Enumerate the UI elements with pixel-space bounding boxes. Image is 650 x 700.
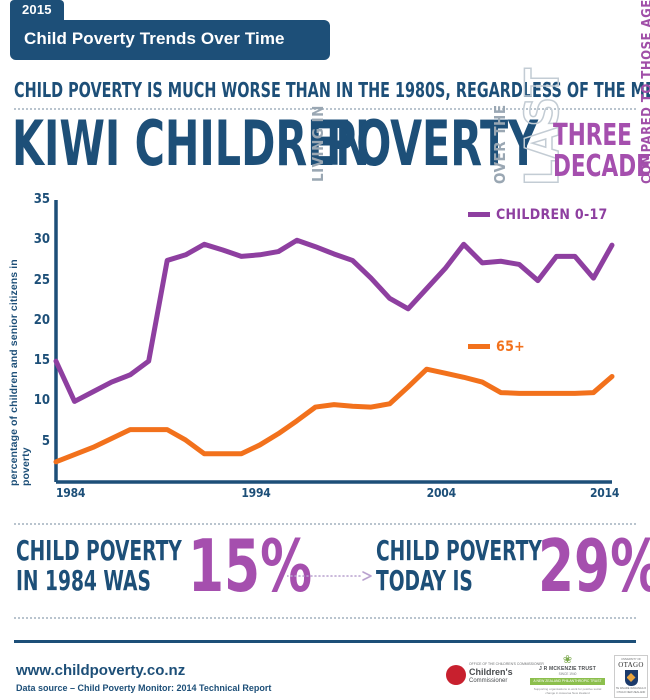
chart-y-tick-20: 20	[33, 312, 50, 328]
stat-left-line2: IN 1984 WAS	[16, 564, 151, 597]
headline-living-in: LIVING IN	[309, 105, 327, 182]
website-link[interactable]: www.childpoverty.co.nz	[16, 662, 186, 679]
stat-right-text: CHILD POVERTY TODAY IS	[376, 536, 600, 596]
jr-mckenzie-trust-logo: ❀ J R MCKENZIE TRUST SINCE 1940 A NEW ZE…	[530, 655, 605, 695]
jr-logo-sub: SINCE 1940	[558, 672, 577, 676]
otago-logo-top: UNIVERSITY OF	[621, 658, 641, 661]
legend-label-65plus: 65+	[496, 338, 525, 355]
legend-item-65plus[interactable]: 65+	[468, 338, 525, 356]
otago-logo-sub: TE WHARE WANANGA O OTAGO NEW ZEALAND	[615, 687, 647, 694]
chart-y-tick-10: 10	[33, 393, 50, 409]
headline-three-decades: THREE DECADES	[553, 120, 650, 182]
headline-decades: DECADES	[553, 149, 650, 184]
legend-item-children[interactable]: CHILDREN 0-17	[468, 206, 608, 224]
chart-y-tick-30: 30	[33, 232, 50, 248]
university-of-otago-logo: UNIVERSITY OF OTAGO TE WHARE WANANGA O O…	[614, 655, 648, 698]
line-chart: percentage of children and senior citize…	[0, 188, 650, 508]
chart-x-tick-2004: 2004	[426, 486, 456, 500]
stat-band: CHILD POVERTY IN 1984 WAS 15% CHILD POVE…	[0, 524, 650, 614]
chart-y-tick-25: 25	[33, 272, 50, 288]
chart-y-tick-15: 15	[33, 353, 50, 369]
headline-kiwi-children: KIWI CHILDREN	[12, 107, 370, 180]
leaf-icon: ❀	[562, 654, 573, 666]
chart-y-tick-5: 5	[41, 433, 50, 449]
page-title: Child Poverty Trends Over Time	[10, 20, 330, 60]
stat-left-value: 15%	[188, 524, 313, 608]
jr-logo-bar: A NEW ZEALAND PHILANTHROPIC TRUST	[530, 678, 605, 685]
legend-label-children: CHILDREN 0-17	[496, 206, 608, 223]
data-source-note: Data source – Child Poverty Monitor: 201…	[16, 683, 272, 693]
stat-right-line2: TODAY IS	[376, 564, 473, 597]
chart-x-tick-1984: 1984	[56, 486, 86, 500]
divider-dotted-mid	[14, 523, 636, 525]
arrow-icon	[287, 571, 372, 581]
year-tab: 2015	[10, 0, 64, 20]
cc-logo-top: OFFICE OF THE CHILDREN'S COMMISSIONER	[469, 662, 544, 666]
header: 2015 Child Poverty Trends Over Time	[10, 0, 330, 60]
subheadline: CHILD POVERTY IS MUCH WORSE THAN IN THE …	[14, 78, 650, 103]
chart-y-tick-35: 35	[33, 192, 50, 207]
jr-logo-name: J R MCKENZIE TRUST	[539, 666, 596, 672]
stat-right-line1: CHILD POVERTY	[376, 534, 542, 567]
stat-left: CHILD POVERTY IN 1984 WAS 15%	[16, 524, 312, 614]
jr-logo-fine: Supporting organisations to work for pos…	[533, 687, 602, 695]
headline-wordcloud: KIWI CHILDREN LIVING IN POVERTY OVER THE…	[12, 0, 650, 187]
shield-icon	[624, 670, 638, 686]
subheadline-text: CHILD POVERTY IS MUCH WORSE THAN IN THE …	[14, 78, 650, 102]
paw-icon	[446, 665, 466, 685]
headline-three: THREE	[553, 118, 632, 153]
logo-strip: OFFICE OF THE CHILDREN'S COMMISSIONER Ch…	[446, 655, 648, 698]
stat-right: CHILD POVERTY TODAY IS 29%	[376, 524, 650, 614]
cc-logo-name: Children's	[469, 667, 513, 677]
stat-left-line1: CHILD POVERTY	[16, 534, 182, 567]
chart-plot-area	[53, 200, 615, 484]
stat-right-value: 29%	[538, 524, 650, 608]
divider-dotted-bottom	[14, 617, 636, 619]
divider-dotted-top	[14, 108, 636, 110]
chart-x-tick-2014: 2014	[590, 486, 620, 500]
footer-rule	[14, 640, 636, 643]
cc-logo-sub: Commissioner	[469, 678, 508, 684]
legend-swatch-65plus	[468, 344, 490, 350]
chart-x-tick-1994: 1994	[241, 486, 271, 500]
legend-swatch-children	[468, 212, 490, 218]
stat-left-text: CHILD POVERTY IN 1984 WAS	[16, 536, 240, 596]
otago-logo-name: OTAGO	[618, 661, 644, 669]
headline-over-the: OVER THE	[491, 104, 509, 184]
headline-poverty: POVERTY	[326, 107, 539, 180]
headline-compared-to: COMPARED TO THOSE AGED 65+	[640, 0, 650, 184]
